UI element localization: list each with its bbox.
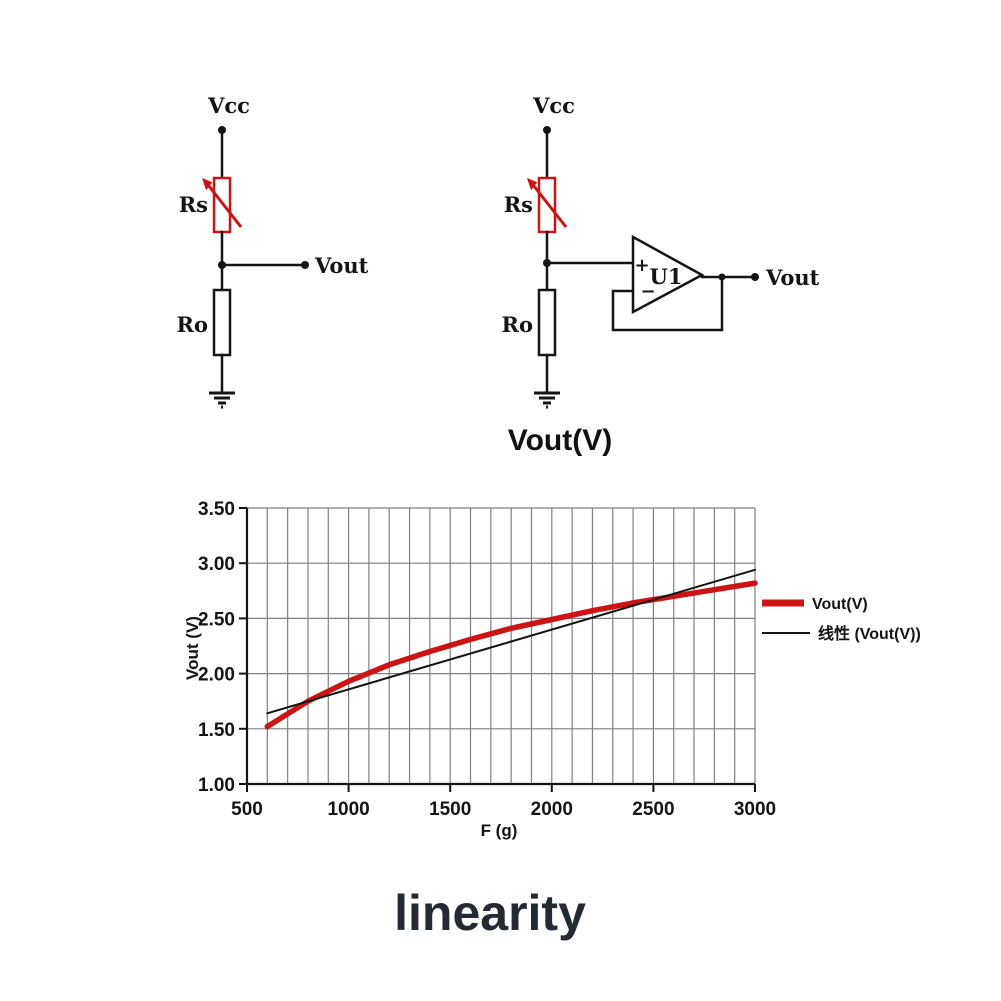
x-axis-title: F (g) xyxy=(481,821,518,840)
y-tick-label: 2.00 xyxy=(198,665,235,686)
ground-icon xyxy=(534,391,560,409)
chart-tick-labels: 1.00 1.50 2.00 2.50 3.00 3.50 500 1000 1500 2000 2… xyxy=(198,499,776,820)
output-node-dot xyxy=(718,273,726,281)
x-tick-label: 3000 xyxy=(734,799,776,820)
opamp-minus-input-label: − xyxy=(640,281,655,302)
linearity-chart: 1.00 1.50 2.00 2.50 3.00 3.50 500 1000 1500 2000 2… xyxy=(183,499,921,840)
x-tick-label: 2500 xyxy=(632,799,674,820)
y-tick-label: 1.00 xyxy=(198,775,235,796)
y-tick-label: 3.00 xyxy=(198,554,235,575)
legend-label-0: Vout(V) xyxy=(812,596,868,613)
vcc-label: Vcc xyxy=(532,93,575,118)
chart-series xyxy=(264,568,758,730)
resistor-r0 xyxy=(537,288,557,357)
chart-gridlines xyxy=(246,507,756,785)
r0-label: Ro xyxy=(177,312,208,337)
vout-terminal-dot xyxy=(751,273,759,281)
opamp-designator: U1 xyxy=(650,264,683,289)
circuit-right: Vcc Rs Ro + − U1 xyxy=(502,93,820,409)
vout-label: Vout xyxy=(314,253,369,278)
series-line-1 xyxy=(266,568,756,715)
chart-axes xyxy=(239,507,756,792)
series-line-0 xyxy=(264,580,758,730)
vout-terminal-dot xyxy=(301,261,309,269)
vcc-label: Vcc xyxy=(207,93,250,118)
chart-axis-titles: Vout (V) F (g) xyxy=(183,616,517,840)
opamp-triangle-icon xyxy=(631,234,705,315)
variable-resistor-arrow xyxy=(203,180,243,228)
opamp-plus-input-label: + xyxy=(634,255,649,276)
y-tick-label: 1.50 xyxy=(198,720,235,741)
variable-resistor-arrowhead-icon xyxy=(202,178,213,191)
chart-legend: Vout(V) 线性 (Vout(V)) xyxy=(762,596,921,643)
variable-resistor-arrow xyxy=(528,180,568,228)
caption-linearity: linearity xyxy=(394,885,586,941)
circuit-left: Vcc Rs Vout Ro xyxy=(177,93,369,409)
rs-label: Rs xyxy=(179,192,208,217)
chart-title: Vout(V) xyxy=(507,424,613,457)
ground-icon xyxy=(209,391,235,409)
feedback-wire xyxy=(611,275,724,332)
legend-label-1: 线性 (Vout(V)) xyxy=(818,624,921,643)
rs-label: Rs xyxy=(504,192,533,217)
y-tick-label: 2.50 xyxy=(198,609,235,630)
vout-label: Vout xyxy=(765,265,820,290)
resistor-r0 xyxy=(212,288,232,357)
x-tick-label: 500 xyxy=(231,799,263,820)
variable-resistor-arrowhead-icon xyxy=(527,178,538,191)
x-tick-label: 1500 xyxy=(429,799,471,820)
x-tick-label: 1000 xyxy=(327,799,369,820)
y-tick-label: 3.50 xyxy=(198,499,235,520)
y-axis-title: Vout (V) xyxy=(183,616,202,680)
r0-label: Ro xyxy=(502,312,533,337)
x-tick-label: 2000 xyxy=(531,799,573,820)
